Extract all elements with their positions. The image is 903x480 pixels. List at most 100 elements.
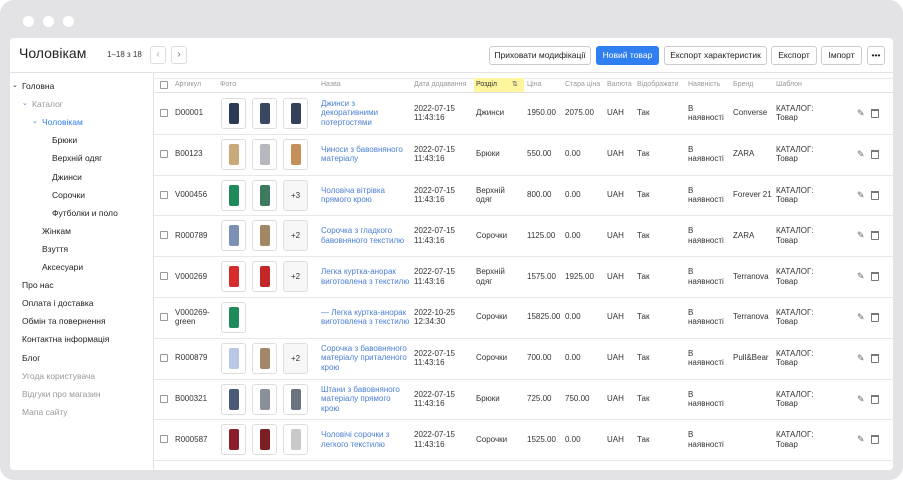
delete-button[interactable] xyxy=(871,435,879,445)
row-checkbox[interactable] xyxy=(160,109,168,117)
delete-button[interactable] xyxy=(871,394,879,404)
tree-toggle[interactable]: ⌄ xyxy=(32,118,38,126)
delete-button[interactable] xyxy=(871,272,879,282)
nav-item[interactable]: Каталог xyxy=(32,99,63,110)
product-photo[interactable] xyxy=(221,220,246,252)
delete-button[interactable] xyxy=(871,149,879,159)
select-all-checkbox[interactable] xyxy=(160,81,168,89)
more-photos[interactable]: +3 xyxy=(283,179,308,211)
nav-item[interactable]: Чоловікам xyxy=(42,117,83,128)
product-photo[interactable] xyxy=(252,179,277,211)
nav-item[interactable]: Джинси xyxy=(52,171,82,182)
nav-item[interactable]: Жінкам xyxy=(42,225,71,236)
nav-item[interactable]: Обмін та повернення xyxy=(22,316,106,327)
edit-button[interactable]: ✎ xyxy=(857,189,865,200)
product-photo[interactable] xyxy=(252,138,277,170)
product-name-link[interactable]: Сорочка з бавовняного матеріалу притален… xyxy=(321,343,407,372)
more-photos[interactable]: +2 xyxy=(283,342,308,374)
column-header[interactable]: Шаблон xyxy=(776,81,802,88)
toolbar-button[interactable]: Експорт xyxy=(771,46,817,65)
product-photo[interactable] xyxy=(221,342,246,374)
product-photo[interactable] xyxy=(221,138,246,170)
delete-button[interactable] xyxy=(871,109,879,118)
edit-button[interactable]: ✎ xyxy=(857,434,865,445)
column-header[interactable]: Валюта xyxy=(607,81,632,88)
product-name-link[interactable]: Чиноси з бавовняного матеріалу xyxy=(321,144,403,164)
delete-button[interactable] xyxy=(871,313,879,322)
product-name-link[interactable]: Легка куртка-анорак виготовлена з тексти… xyxy=(321,267,410,286)
delete-button[interactable] xyxy=(871,231,879,241)
product-photo[interactable] xyxy=(221,424,246,456)
edit-button[interactable]: ✎ xyxy=(857,271,865,282)
tree-toggle[interactable]: ⌄ xyxy=(22,100,28,108)
column-header[interactable]: Бренд xyxy=(733,81,754,88)
column-header[interactable]: Наявність xyxy=(688,81,721,88)
column-header[interactable]: Назва xyxy=(321,81,341,88)
edit-button[interactable]: ✎ xyxy=(857,108,865,118)
product-photo[interactable] xyxy=(252,424,277,456)
product-photo[interactable] xyxy=(283,383,308,415)
nav-item[interactable]: Брюки xyxy=(52,135,78,146)
nav-item[interactable]: Угода користувача xyxy=(22,370,96,381)
product-name-link[interactable]: Сорочка з гладкого бавовняного текстилю xyxy=(321,226,405,245)
row-checkbox[interactable] xyxy=(160,272,168,281)
nav-item[interactable]: Відгуки про магазин xyxy=(22,388,101,399)
toolbar-button[interactable]: ••• xyxy=(867,46,885,65)
row-checkbox[interactable] xyxy=(160,394,168,403)
product-photo[interactable] xyxy=(252,261,277,293)
row-checkbox[interactable] xyxy=(160,353,168,362)
column-header[interactable]: Ціна xyxy=(527,81,542,88)
row-checkbox[interactable] xyxy=(160,190,168,199)
product-photo[interactable] xyxy=(221,302,246,333)
product-photo[interactable] xyxy=(283,138,308,170)
more-photos[interactable]: +2 xyxy=(283,220,308,252)
column-header[interactable]: Відображати xyxy=(637,81,679,88)
nav-item[interactable]: Блог xyxy=(22,352,41,363)
column-header[interactable]: Стара ціна xyxy=(565,81,601,88)
nav-item[interactable]: Головна xyxy=(22,81,55,91)
edit-button[interactable]: ✎ xyxy=(857,352,865,363)
column-header[interactable]: Фото xyxy=(220,81,237,88)
toolbar-button[interactable]: Приховати модифікації xyxy=(489,46,591,65)
column-header[interactable]: Артикул xyxy=(175,81,202,88)
column-header[interactable]: Дата додавання xyxy=(414,81,467,88)
product-photo[interactable] xyxy=(221,179,246,211)
product-photo[interactable] xyxy=(221,383,246,415)
nav-item[interactable]: Сорочки xyxy=(52,189,86,200)
product-photo[interactable] xyxy=(252,98,277,129)
product-photo[interactable] xyxy=(221,261,246,293)
nav-item[interactable]: Взуття xyxy=(42,243,69,254)
nav-item[interactable]: Оплата і доставка xyxy=(22,298,94,309)
nav-item[interactable]: Про нас xyxy=(22,280,54,291)
product-photo[interactable] xyxy=(252,220,277,252)
product-name-link[interactable]: Штани з бавовняного матеріалу прямого кр… xyxy=(321,384,400,413)
row-checkbox[interactable] xyxy=(160,435,168,444)
prev-page[interactable]: ‹ xyxy=(150,46,166,64)
delete-button[interactable] xyxy=(871,190,879,200)
row-checkbox[interactable] xyxy=(160,313,168,321)
next-page[interactable]: › xyxy=(171,46,187,64)
product-name-link[interactable]: — Легка куртка-анорак виготовлена з текс… xyxy=(321,307,410,327)
product-photo[interactable] xyxy=(221,98,246,129)
sort-icon[interactable]: ⇅ xyxy=(512,81,518,88)
edit-button[interactable]: ✎ xyxy=(857,230,865,241)
product-photo[interactable] xyxy=(283,98,308,129)
toolbar-button[interactable]: Імпорт xyxy=(821,46,862,65)
toolbar-button[interactable]: Новий товар xyxy=(596,46,659,65)
nav-item[interactable]: Футболки и поло xyxy=(52,207,118,218)
column-header[interactable]: Розділ xyxy=(476,81,497,88)
product-name-link[interactable]: Джинси з декоративними потертостями xyxy=(321,98,379,127)
nav-item[interactable]: Мапа сайту xyxy=(22,406,68,417)
row-checkbox[interactable] xyxy=(160,149,168,158)
edit-button[interactable]: ✎ xyxy=(857,312,865,322)
product-name-link[interactable]: Чоловіча вітрівка прямого крою xyxy=(321,185,385,205)
product-photo[interactable] xyxy=(252,383,277,415)
nav-item[interactable]: Контактна інформація xyxy=(22,334,110,345)
edit-button[interactable]: ✎ xyxy=(857,393,865,404)
row-checkbox[interactable] xyxy=(160,231,168,240)
tree-toggle[interactable]: ⌄ xyxy=(12,82,18,89)
nav-item[interactable]: Верхній одяг xyxy=(52,153,103,164)
toolbar-button[interactable]: Експорт характеристик xyxy=(664,46,767,65)
product-photo[interactable] xyxy=(283,424,308,456)
more-photos[interactable]: +2 xyxy=(283,261,308,293)
